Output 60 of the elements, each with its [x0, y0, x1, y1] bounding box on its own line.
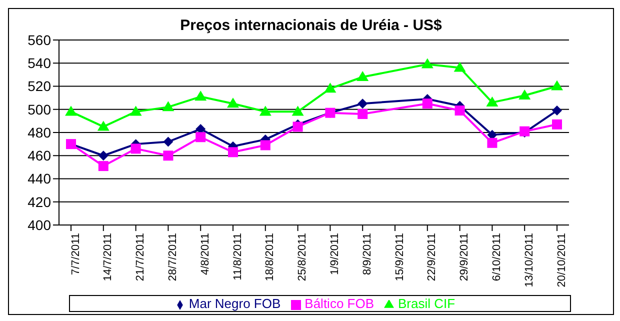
point	[454, 62, 466, 72]
point	[196, 132, 206, 142]
point	[65, 106, 77, 116]
point	[518, 90, 531, 100]
chart-title: Preços internacionais de Uréia - US$	[180, 17, 442, 34]
point	[486, 96, 498, 106]
point	[130, 106, 142, 116]
y-tick-label: 480	[28, 124, 52, 140]
point	[422, 98, 432, 109]
y-tick-label: 460	[28, 148, 52, 164]
point	[324, 82, 336, 93]
point	[162, 101, 174, 112]
y-tick-label: 440	[28, 170, 52, 187]
point	[292, 122, 303, 132]
x-tick-label: 8/9/2011	[361, 233, 374, 276]
point	[259, 106, 272, 116]
legend-label: Báltico FOB	[304, 296, 374, 311]
point	[194, 90, 207, 101]
point	[228, 147, 238, 158]
y-tick-label: 540	[28, 55, 52, 72]
x-tick-label: 18/8/2011	[264, 233, 276, 282]
point	[292, 106, 304, 116]
y-tick-label: 500	[28, 101, 52, 118]
point	[358, 109, 368, 119]
point	[421, 58, 434, 68]
x-tick-label: 11/8/2011	[232, 233, 244, 280]
x-tick-label: 14/7/2011	[102, 233, 114, 282]
x-tick-label: 25/8/2011	[296, 233, 309, 282]
point	[552, 106, 562, 116]
x-tick-label: 22/9/2011	[426, 233, 438, 282]
point	[551, 80, 563, 90]
point	[163, 136, 174, 147]
y-tick-label: 520	[28, 78, 52, 94]
x-tick-label: 20/10/2011	[556, 233, 568, 288]
point	[356, 71, 369, 81]
x-tick-label: 7/7/2011	[70, 233, 82, 276]
point	[163, 150, 174, 161]
point	[97, 120, 110, 131]
point	[98, 161, 108, 172]
point	[227, 98, 239, 108]
y-tick-label: 420	[28, 194, 52, 210]
point	[487, 138, 498, 148]
point	[358, 98, 368, 109]
x-tick-label: 29/9/2011	[458, 233, 471, 282]
x-tick-label: 21/7/2011	[134, 233, 147, 282]
x-tick-label: 4/8/2011	[199, 233, 212, 276]
y-tick-label: 400	[28, 216, 52, 233]
point	[130, 144, 141, 154]
point	[98, 150, 108, 161]
y-tick-label: 560	[28, 32, 52, 48]
x-tick-label: 28/7/2011	[167, 233, 180, 282]
point	[552, 119, 562, 130]
legend-label: Brasil CIF	[398, 296, 456, 311]
legend-label: Mar Negro FOB	[188, 296, 281, 311]
x-tick-label: 6/10/2011	[491, 233, 504, 282]
point	[454, 106, 465, 116]
point	[260, 140, 270, 150]
x-tick-label: 15/9/2011	[394, 233, 406, 282]
x-tick-label: 13/10/2011	[523, 233, 536, 288]
x-tick-label: 1/9/2011	[329, 233, 342, 276]
